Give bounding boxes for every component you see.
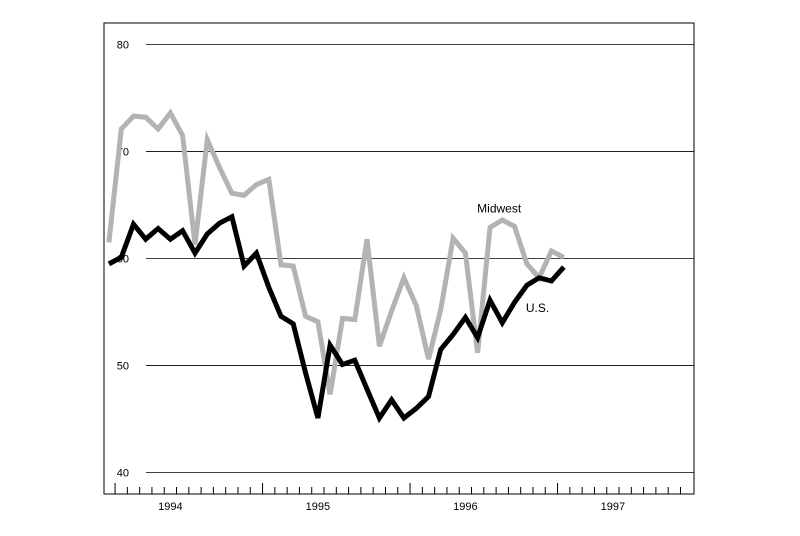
- gridlines: [146, 44, 694, 473]
- series-lines: [106, 108, 566, 424]
- series-label-midwest: Midwest: [477, 201, 522, 215]
- series-line-u-s: [107, 213, 566, 424]
- plot-frame: [103, 22, 695, 495]
- x-axis: 1994 1995 1996 1997: [114, 483, 681, 513]
- y-tick-label-80: 80: [117, 39, 129, 51]
- x-tick-label-1995: 1995: [306, 501, 330, 513]
- x-tick-label-1997: 1997: [601, 501, 625, 513]
- x-tick-label-1996: 1996: [453, 501, 477, 513]
- plot-border: [103, 22, 695, 495]
- series-label-u-s: U.S.: [526, 301, 549, 315]
- y-tick-label-50: 50: [117, 361, 129, 373]
- x-tick-label-1994: 1994: [158, 501, 182, 513]
- series-labels: Midwest U.S.: [477, 201, 549, 315]
- y-tick-label-40: 40: [117, 468, 129, 480]
